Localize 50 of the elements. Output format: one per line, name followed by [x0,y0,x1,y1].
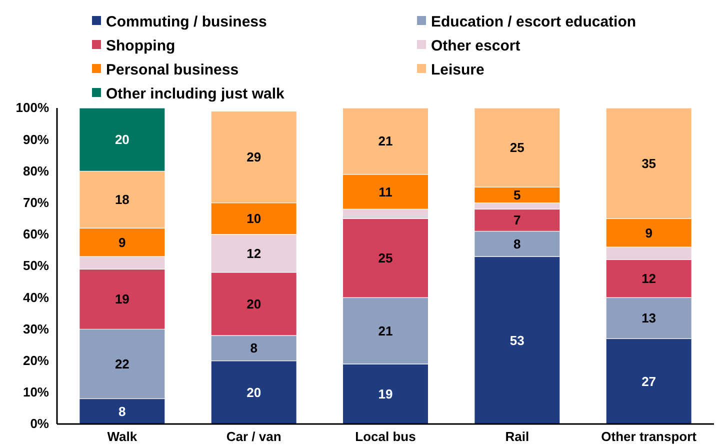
data-label: 8 [250,340,258,356]
data-label: 12 [246,246,262,261]
data-label: 25 [378,250,393,266]
data-label: 7 [514,212,521,228]
x-tick-label: Local bus [355,429,416,444]
data-label: 11 [378,184,392,200]
data-label: 35 [642,156,656,171]
y-tick-label: 40% [22,290,50,305]
y-tick-label: 0% [30,416,50,432]
data-label: 12 [642,271,656,286]
data-label: 20 [246,384,262,400]
legend-label: Other escort [431,37,520,54]
data-label: 5 [514,187,521,202]
y-tick-label: 50% [22,258,50,274]
data-label: 19 [114,292,130,307]
x-tick-label: Other transport [601,429,698,444]
data-label: 19 [378,386,393,402]
data-label: 8 [118,404,126,419]
legend-label: Commuting / business [106,13,267,30]
data-label: 13 [642,310,656,326]
data-label: 21 [378,323,393,338]
data-label: 27 [642,374,656,389]
legend-label: Education / escort education [431,13,636,30]
data-label: 9 [645,225,652,240]
data-label: 21 [378,134,393,149]
y-tick-label: 90% [22,132,50,147]
data-label: 8 [514,236,521,252]
data-label: 9 [118,234,126,250]
data-label: 10 [246,211,262,226]
y-tick-label: 10% [22,384,50,400]
y-tick-label: 20% [22,352,50,368]
y-tick-label: 30% [22,321,50,336]
legend-label: Other including just walk [106,85,286,102]
legend-label: Personal business [106,61,239,78]
y-tick-label: 70% [22,194,50,210]
data-label: 25 [510,140,524,156]
y-tick-label: 100% [16,100,50,116]
x-tick-label: Walk [107,429,138,444]
data-label: 20 [246,296,262,312]
legend-label: Shopping [106,37,176,54]
data-label: 22 [114,356,130,372]
y-tick-label: 80% [22,163,50,178]
x-tick-label: Rail [505,429,530,444]
y-tick-label: 60% [22,226,50,242]
legend-label: Leisure [431,61,484,78]
data-label: 18 [114,192,130,208]
x-tick-label: Car / van [226,429,282,444]
data-label: 20 [114,132,130,148]
data-label: 53 [510,332,524,348]
data-label: 29 [246,150,262,165]
